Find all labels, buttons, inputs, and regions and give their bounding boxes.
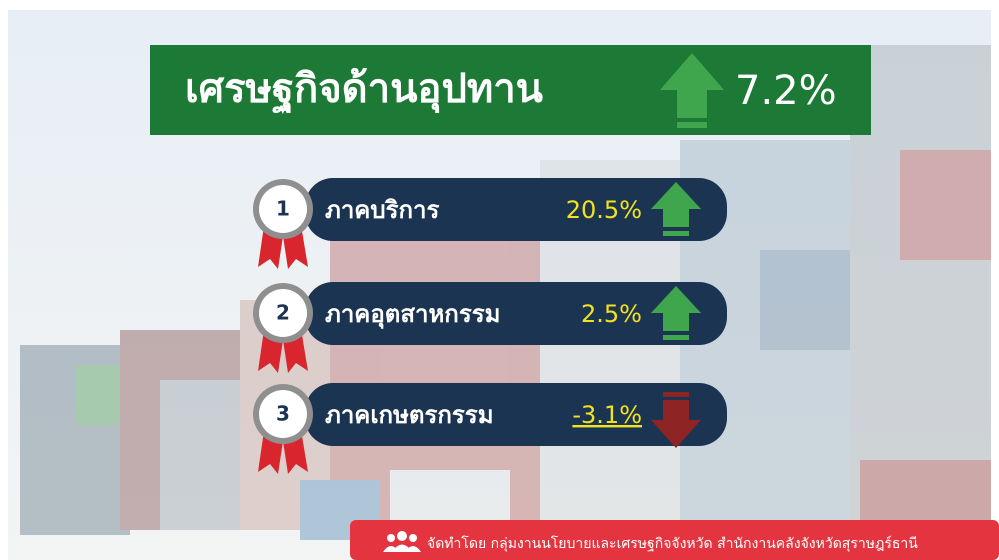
items: 1 ภาคบริการ 20.5% 2 ภาคอุตสาหกรรม 2.5% 3 ภาคเกษ… [253, 178, 727, 474]
infographic: เศรษฐกิจด้านอุปทาน 7.2% 1 ภาคบริการ 20.5% 2… [0, 0, 999, 560]
medal-rank: 2 [276, 301, 290, 325]
item-label: ภาคอุตสาหกรรม [325, 300, 500, 330]
footer-text: จัดทำโดย กลุ่มงานนโยบายและเศรษฐกิจจังหวั… [427, 535, 918, 552]
item-label: ภาคเกษตรกรรม [325, 401, 494, 429]
up-arrow-cap [663, 231, 689, 236]
item-value: 2.5% [581, 300, 642, 328]
down-arrow-cap [663, 392, 689, 397]
header-value: 7.2% [735, 68, 837, 114]
header-title: เศรษฐกิจด้านอุปทาน [185, 66, 543, 115]
up-arrow-cap [663, 335, 689, 340]
item-value: 20.5% [566, 196, 642, 224]
item-value: -3.1% [572, 401, 642, 429]
item-label: ภาคบริการ [325, 196, 439, 224]
medal-rank: 1 [276, 197, 290, 221]
medal-rank: 3 [276, 402, 290, 426]
